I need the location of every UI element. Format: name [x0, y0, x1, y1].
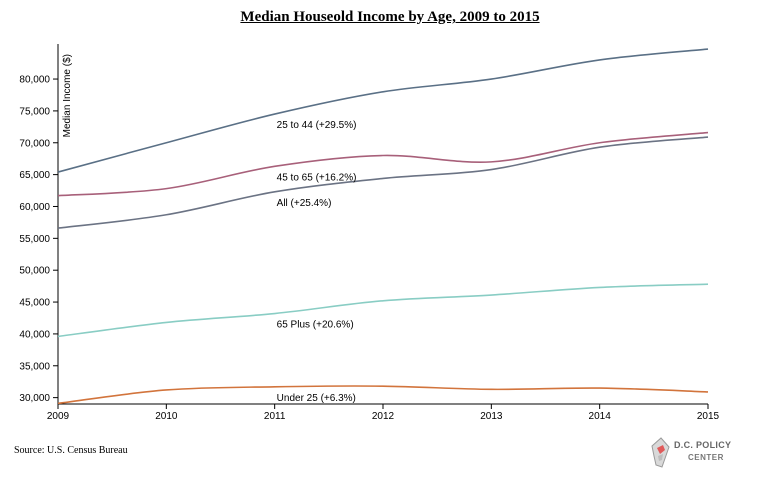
series-line [57, 385, 709, 405]
series-label: Under 25 (+6.3%) [277, 393, 356, 404]
y-tick-label: 45,000 [19, 298, 50, 309]
series-label: 45 to 65 (+16.2%) [277, 172, 357, 183]
dc-map-icon [651, 437, 670, 468]
dc-policy-center-logo: D.C. POLICY CENTER [648, 436, 768, 476]
y-tick-label: 40,000 [19, 329, 50, 340]
y-tick-label: 70,000 [19, 138, 50, 149]
x-tick-label: 2012 [372, 411, 395, 422]
y-tick-label: 60,000 [19, 202, 50, 213]
x-tick-label: 2009 [47, 411, 70, 422]
series-line [57, 283, 709, 338]
series-label: 65 Plus (+20.6%) [277, 320, 354, 331]
x-tick-label: 2013 [480, 411, 503, 422]
series-label: 25 to 44 (+29.5%) [277, 120, 357, 131]
y-tick-label: 35,000 [19, 361, 50, 372]
logo-text-line2: CENTER [688, 453, 724, 462]
x-tick-label: 2010 [155, 411, 178, 422]
series-line [57, 131, 709, 197]
y-tick-label: 50,000 [19, 266, 50, 277]
y-tick-label: 75,000 [19, 106, 50, 117]
y-tick-label: 55,000 [19, 234, 50, 245]
y-axis-title: Median Income ($) [62, 54, 73, 137]
axes: 30,000 35,000 40,000 45,000 50,000 55,000 60,0… [19, 44, 720, 422]
y-tick-label: 80,000 [19, 75, 50, 86]
x-tick-label: 2014 [589, 411, 612, 422]
series-line [57, 136, 709, 229]
y-tick-label: 30,000 [19, 393, 50, 404]
logo-text-line1: D.C. POLICY [674, 440, 732, 450]
series-labels: 25 to 44 (+29.5%) 45 to 65 (+16.2%) All (+… [277, 120, 357, 404]
series-line [57, 48, 709, 173]
series-lines [57, 48, 709, 405]
chart-title: Median Houseold Income by Age, 2009 to 2… [240, 9, 540, 25]
y-tick-label: 65,000 [19, 170, 50, 181]
source-note: Source: U.S. Census Bureau [14, 445, 128, 456]
series-label: All (+25.4%) [277, 198, 332, 209]
x-tick-label: 2011 [264, 411, 286, 422]
x-tick-label: 2015 [697, 411, 720, 422]
